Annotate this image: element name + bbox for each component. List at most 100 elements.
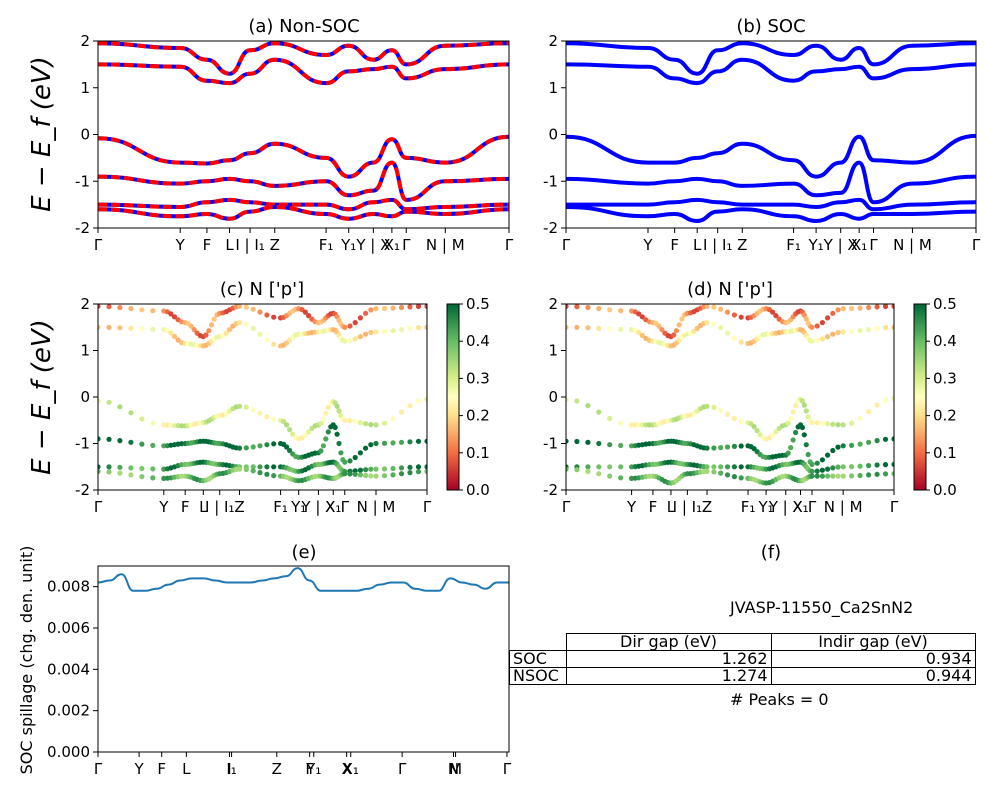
- band-point-c-0-62: [352, 418, 358, 424]
- band-point-d-5-9: [639, 314, 645, 320]
- xtick-label-e-8: Y₁: [305, 760, 321, 778]
- ytick-label-c-0: -2: [75, 481, 90, 499]
- band-point-c-0-57: [336, 408, 342, 414]
- soc-dir-gap: 1.262: [565, 650, 772, 668]
- band-point-d-3-68: [857, 472, 863, 479]
- band-point-d-1-33: [724, 444, 731, 450]
- gap-table-row-nsoc: NSOC 1.274 0.944: [509, 667, 976, 685]
- band-line-dash-a-5: [98, 41, 509, 76]
- band-point-d-1-1: [574, 438, 580, 445]
- axes-frame-b: [565, 40, 977, 229]
- cbar-c-ticks-label-1: 0.1: [466, 444, 490, 462]
- band-point-d-4-30: [704, 320, 710, 326]
- band-point-d-0-2: [585, 403, 591, 409]
- colorbar-d: 0.0 0.1 0.2 0.3 0.4 0.5: [913, 295, 957, 499]
- ytick-label-a-2: 0: [80, 126, 90, 144]
- xtick-label-a-1: Y: [175, 236, 186, 254]
- band-point-d-5-70: [874, 304, 880, 310]
- band-point-d-4-31: [711, 321, 717, 327]
- band-point-d-1-2: [585, 439, 591, 445]
- band-point-d-0-50: [788, 415, 794, 422]
- band-point-d-4-69: [866, 327, 872, 333]
- xtick-label-e-13: M: [449, 760, 462, 778]
- band-point-d-3-69: [866, 472, 872, 478]
- xtick-label-c-1: Y: [158, 498, 169, 516]
- xtick-label-d-0: Γ: [562, 498, 571, 516]
- band-point-c-4-2: [117, 325, 123, 331]
- xtick-label-e-7: F: [305, 760, 314, 778]
- band-point-d-4-71: [882, 325, 889, 331]
- band-point-c-5-5: [150, 308, 156, 314]
- band-point-c-4-5: [150, 326, 156, 332]
- band-point-c-0-71: [415, 398, 422, 404]
- band-point-d-5-69: [866, 304, 872, 311]
- band-point-d-2-65: [835, 464, 841, 470]
- band-point-c-3-30: [236, 466, 243, 472]
- band-point-d-2-71: [882, 462, 889, 468]
- axes-frame-a: [97, 40, 510, 229]
- band-point-c-3-70: [407, 470, 413, 476]
- band-point-d-1-65: [835, 444, 841, 450]
- band-point-c-0-2: [117, 404, 123, 410]
- band-point-c-5-2: [117, 304, 123, 311]
- band-point-c-5-21: [208, 322, 215, 328]
- band-point-d-3-60: [809, 473, 815, 479]
- band-point-c-4-65: [368, 329, 374, 336]
- band-point-d-0-62: [819, 420, 826, 426]
- band-point-d-0-51: [790, 409, 796, 415]
- xtick-label-a-2: F: [203, 236, 212, 254]
- band-point-d-3-72: [891, 471, 894, 477]
- band-point-d-1-35: [738, 443, 744, 449]
- band-point-d-1-49: [785, 450, 791, 456]
- band-point-c-4-26: [223, 330, 229, 336]
- band-point-d-3-3: [596, 471, 602, 477]
- band-point-d-4-66: [840, 329, 846, 335]
- ytick-label-e-1: 0.002: [47, 702, 90, 720]
- band-point-d-2-32: [718, 464, 724, 470]
- band-point-c-5-32: [250, 306, 256, 312]
- xtick-label-d-5: Z: [702, 498, 712, 516]
- band-point-d-5-1: [574, 304, 580, 310]
- band-point-c-1-38: [284, 444, 290, 450]
- band-point-d-5-32: [718, 306, 724, 312]
- band-point-c-4-72: [424, 324, 427, 330]
- band-point-c-0-49: [318, 420, 324, 426]
- band-point-d-2-68: [857, 463, 863, 469]
- band-point-c-1-2: [117, 438, 123, 444]
- ytick-label-e-0: 0.000: [47, 743, 90, 761]
- band-point-c-4-0: [98, 324, 101, 330]
- band-point-c-5-70: [407, 304, 413, 310]
- band-point-d-3-62: [819, 473, 826, 479]
- band-ylabel-mid: E − E_f (eV): [27, 319, 57, 475]
- panel-e-title: (e): [291, 542, 316, 563]
- band-point-d-5-65: [835, 307, 841, 313]
- cbar-d-ticks-label-5: 0.5: [933, 295, 957, 313]
- band-point-d-2-70: [874, 462, 880, 468]
- band-point-c-3-1: [106, 469, 112, 475]
- band-point-d-5-56: [801, 312, 807, 318]
- band-point-d-2-34: [731, 464, 738, 470]
- band-point-d-4-34: [731, 335, 738, 341]
- band-point-c-0-1: [106, 399, 112, 405]
- band-point-d-2-3: [596, 464, 602, 470]
- band-point-c-4-60: [342, 338, 348, 344]
- band-point-c-1-50: [320, 443, 326, 449]
- xtick-label-a-6: F₁: [319, 236, 334, 254]
- xtick-label-c-6: F₁: [273, 498, 288, 516]
- band-point-d-1-70: [874, 438, 880, 444]
- band-point-d-2-69: [866, 463, 872, 469]
- band-point-c-0-33: [257, 410, 263, 416]
- xtick-label-b-8: Y | X: [823, 236, 858, 254]
- band-point-c-5-8: [168, 311, 174, 317]
- ytick-label-d-2: 0: [548, 388, 558, 406]
- xtick-label-a-3: L: [225, 236, 234, 254]
- band-point-c-2-34: [264, 464, 270, 470]
- band-point-d-1-52: [793, 429, 799, 436]
- band-line-b-2: [566, 197, 976, 212]
- band-point-d-3-32: [718, 470, 724, 476]
- xtick-label-d-4: I | I₁: [673, 498, 702, 516]
- ytick-label-e-3: 0.006: [47, 619, 90, 637]
- band-point-c-0-40: [290, 431, 296, 437]
- xtick-label-e-14: Γ: [503, 760, 512, 778]
